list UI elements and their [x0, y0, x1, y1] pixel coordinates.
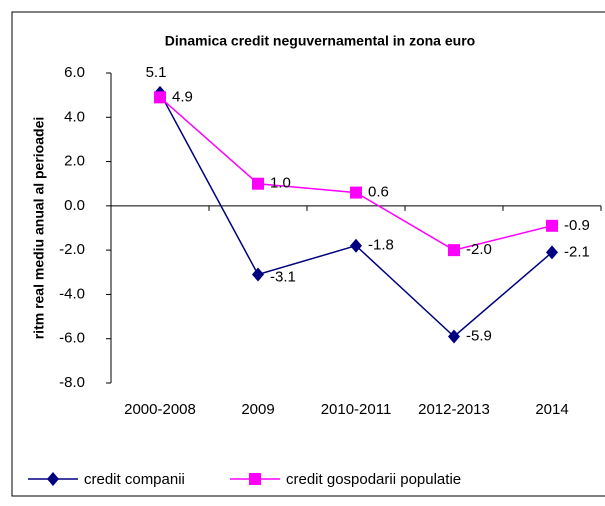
data-label: -3.1 — [270, 268, 296, 285]
x-tick-label: 2000-2008 — [124, 401, 196, 418]
data-point — [448, 329, 460, 344]
data-point — [154, 91, 166, 104]
data-label: -0.9 — [564, 217, 590, 234]
data-label: -2.1 — [564, 243, 590, 260]
y-tick-label: -8.0 — [59, 374, 85, 391]
x-tick-label: 2009 — [241, 401, 274, 418]
x-tick-label: 2010-2011 — [321, 401, 392, 418]
y-tick-label: 6.0 — [64, 64, 85, 81]
data-label: -2.0 — [466, 241, 492, 258]
y-tick-label: -2.0 — [59, 241, 85, 258]
y-tick-label: 2.0 — [64, 153, 85, 170]
legend-marker — [249, 473, 261, 485]
data-label: 4.9 — [172, 88, 193, 105]
legend-label: credit companii — [84, 471, 185, 488]
x-tick-label: 2014 — [535, 401, 568, 418]
data-label: 5.1 — [146, 64, 167, 81]
data-label: -5.9 — [466, 327, 492, 344]
data-label: 1.0 — [270, 175, 291, 192]
y-axis-title: ritm real mediu anual al perioadei — [31, 117, 47, 340]
chart-frame — [11, 11, 605, 497]
data-label: 0.6 — [368, 184, 389, 201]
data-point — [350, 186, 362, 199]
legend-label: credit gospodarii populatie — [286, 471, 461, 488]
y-tick-label: -6.0 — [59, 330, 85, 347]
chart-title: Dinamica credit neguvernamental in zona … — [165, 33, 475, 49]
data-point — [252, 267, 264, 282]
data-point — [546, 219, 558, 232]
data-label: -1.8 — [368, 237, 394, 254]
data-point — [546, 245, 558, 260]
data-point — [448, 244, 460, 257]
data-point — [350, 238, 362, 253]
y-tick-label: 4.0 — [64, 108, 85, 125]
x-tick-label: 2012-2013 — [418, 401, 490, 418]
y-tick-label: 0.0 — [64, 197, 85, 214]
data-point — [252, 177, 264, 190]
legend-marker — [47, 472, 59, 486]
y-tick-label: -4.0 — [59, 285, 85, 302]
